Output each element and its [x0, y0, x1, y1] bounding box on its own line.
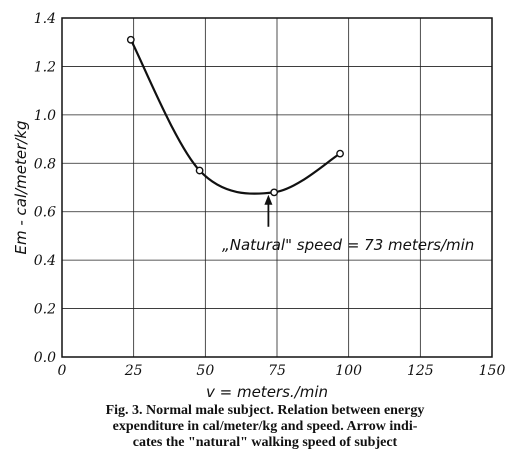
caption-line-1: Fig. 3. Normal male subject. Relation be…	[105, 403, 425, 418]
x-tick-label: 150	[479, 363, 506, 379]
x-tick-label: 125	[407, 363, 434, 379]
y-tick-label: 0.2	[34, 302, 56, 318]
x-tick-label: 75	[268, 363, 286, 379]
data-point	[126, 35, 135, 44]
x-tick-label: 100	[335, 363, 362, 379]
plot-frame	[61, 17, 493, 358]
x-tick-label: 50	[196, 363, 214, 379]
x-tick-label: 25	[124, 363, 143, 379]
y-tick-label: 1.0	[34, 108, 56, 124]
y-tick-label: 1.4	[34, 11, 56, 27]
y-axis-label: Em - cal/meter/kg	[12, 120, 30, 254]
caption-line-2: expenditure in cal/meter/kg and speed. A…	[112, 419, 418, 434]
data-points	[126, 35, 344, 197]
y-tick-label: 0.6	[34, 205, 56, 221]
y-tick-label: 0.8	[34, 156, 56, 172]
x-axis-label: v = meters./min	[206, 383, 328, 400]
data-point	[270, 188, 279, 197]
y-tick-label: 0.4	[34, 253, 56, 269]
grid	[62, 18, 492, 357]
caption-line-3: cates the "natural" walking speed of sub…	[132, 435, 398, 450]
x-tick-label: 0	[58, 363, 67, 379]
y-tick-labels: 0.0 0.2 0.4 0.6 0.8 1.0 1.2 1.4	[34, 11, 56, 366]
y-tick-label: 0.0	[34, 350, 56, 366]
arrow-head	[264, 194, 273, 205]
x-tick-labels: 0 25 50 75 100 125 150	[58, 363, 506, 379]
annotation-text: „Natural" speed = 73 meters/min	[222, 236, 474, 254]
arrow	[264, 194, 273, 227]
data-point	[195, 166, 204, 175]
y-tick-label: 1.2	[34, 59, 56, 75]
fit-curve	[129, 39, 341, 195]
data-point	[336, 149, 344, 158]
chart: 0 25 50 75 100 125 150 0.0 0.2 0.4 0.6 0.8 1.0 1.2 1.…	[12, 11, 506, 400]
figure-caption: Fig. 3. Normal male subject. Relation be…	[20, 403, 510, 451]
